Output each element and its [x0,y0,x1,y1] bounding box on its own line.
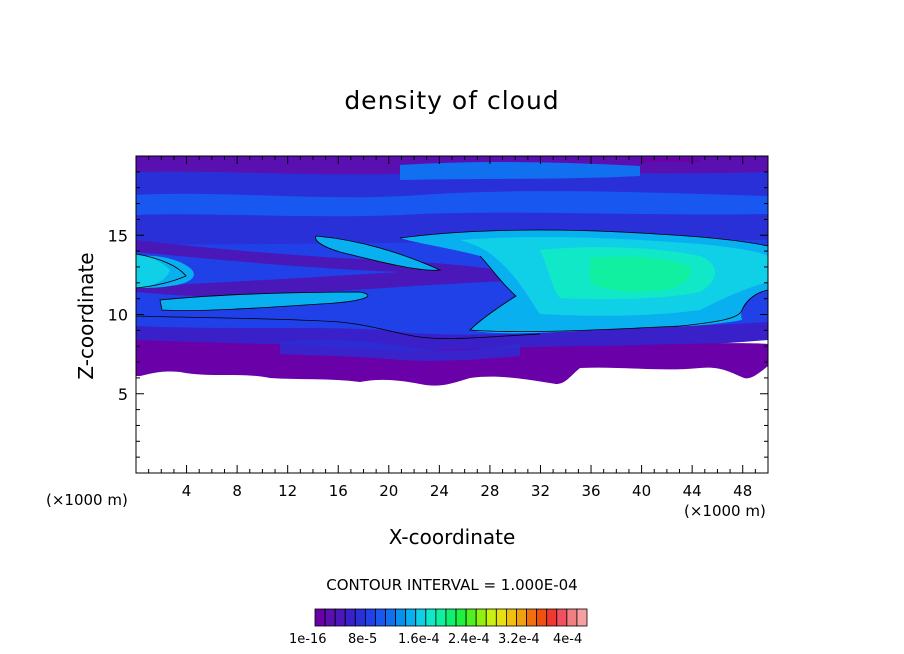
colorbar-swatch [576,608,588,627]
base-texture [280,339,520,361]
chart-title: density of cloud [344,86,560,115]
colorbar-swatch [405,608,417,627]
density-field [136,156,768,473]
contour-line-1 [136,253,187,289]
colorbar-swatch [324,608,336,627]
colorbar [314,608,588,627]
colorbar-label: 1e-16 [289,632,327,647]
colorbar-swatch [435,608,447,627]
colorbar-swatch [364,608,376,627]
colorbar-swatch [485,608,497,627]
colorbar-swatch [465,608,477,627]
contour-line-4 [469,255,768,333]
colorbar-swatch [516,608,527,627]
core-max [590,256,691,292]
x-axis-ticks: 4 8 12 16 20 24 28 32 36 40 44 48 [135,156,769,500]
contour-interval-label: CONTOUR INTERVAL = 1.000E-04 [326,576,578,594]
y-axis-unit: (×1000 m) [46,491,128,509]
colorbar-swatch [495,608,507,627]
x-tick-label: 36 [581,482,600,500]
upper-purple-specks [640,158,700,162]
contour-line-6 [136,315,541,339]
colorbar-swatch [475,608,487,627]
y-axis-label: Z-coordinate [74,252,98,380]
colorbar-swatch [546,608,558,627]
colorbar-swatch [526,608,538,627]
mid-dark-stripe [136,240,540,297]
x-tick-label: 32 [531,482,550,500]
x-axis-label: X-coordinate [388,525,516,549]
x-tick-label: 20 [379,482,398,500]
colorbar-label: 2.4e-4 [448,632,490,647]
colorbar-label: 8e-5 [348,632,378,647]
colorbar-swatch [566,608,578,627]
x-tick-label: 16 [329,482,348,500]
contour-line-3 [399,229,768,247]
left-cyan-lobe [136,254,170,288]
colorbar-swatch [314,608,326,627]
colorbar-label: 3.2e-4 [498,632,540,647]
x-tick-label: 24 [430,482,449,500]
x-tick-label: 12 [278,482,297,500]
colorbar-swatch [334,608,346,627]
x-tick-label: 28 [480,482,499,500]
colorbar-label: 4e-4 [553,632,583,647]
thin-cyan-stripe [160,292,368,311]
colorbar-swatch [455,608,467,627]
contour-line-2 [315,235,442,271]
y-tick-label: 10 [108,306,128,325]
contour-line-5 [159,291,369,311]
y-axis-ticks: 5 10 15 [108,155,768,474]
upper-cyan-streak [315,236,440,271]
upper-light-band-2 [400,162,640,180]
x-axis-unit: (×1000 m) [684,502,766,520]
colorbar-swatch [536,608,548,627]
x-tick-label: 4 [182,482,192,500]
colorbar-swatch [425,608,437,627]
x-tick-label: 8 [232,482,242,500]
x-tick-label: 40 [632,482,651,500]
colorbar-swatch [375,608,386,627]
x-tick-label: 44 [683,482,702,500]
colorbar-swatch [344,608,356,627]
colorbar-label: 1.6e-4 [398,632,440,647]
y-tick-label: 15 [108,226,128,245]
y-tick-label: 5 [118,385,128,404]
contour-lines [136,229,768,339]
x-tick-label: 48 [733,482,752,500]
upper-light-band [136,191,768,217]
colorbar-swatch [556,608,568,627]
colorbar-swatch [385,608,396,627]
colorbar-swatch [415,608,427,627]
colorbar-swatch [395,608,407,627]
colorbar-swatch [354,608,366,627]
colorbar-swatch [445,608,457,627]
colorbar-swatch [506,608,517,627]
